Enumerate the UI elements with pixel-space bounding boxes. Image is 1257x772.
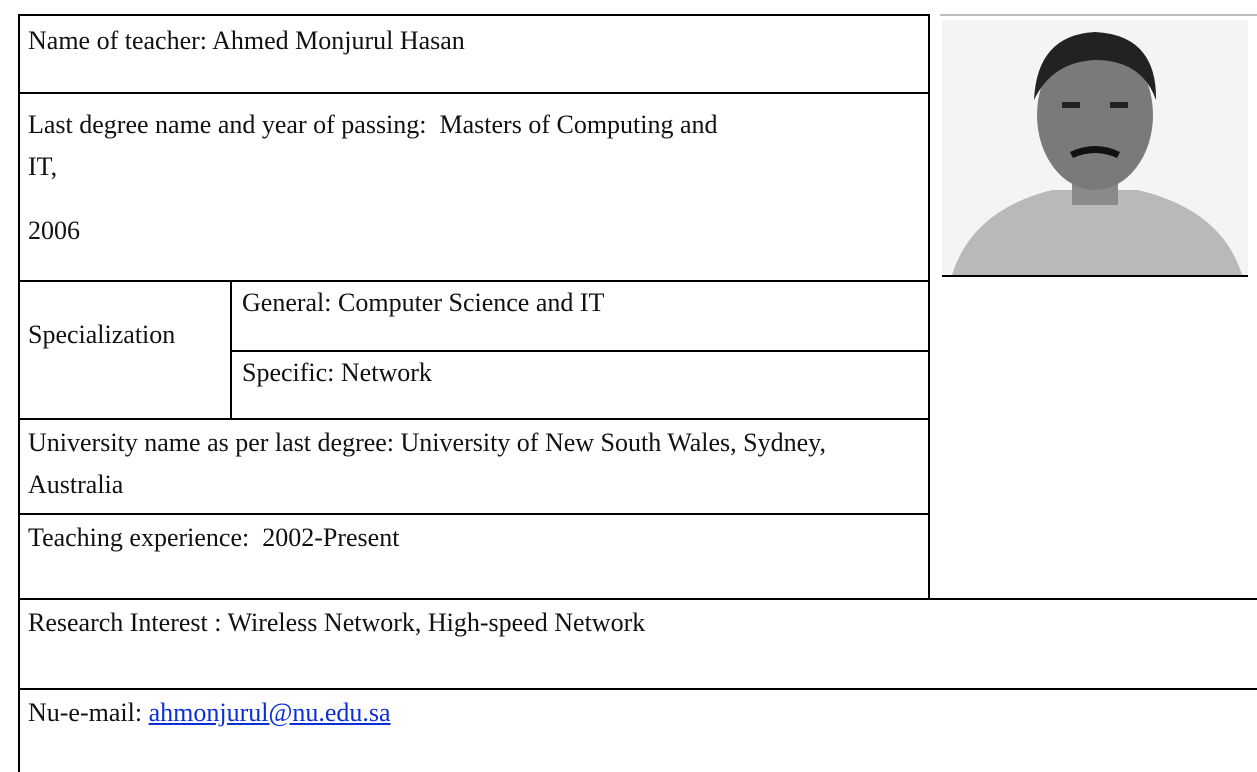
border	[18, 280, 929, 282]
border	[940, 14, 1257, 16]
university: University name as per last degree: Univ…	[28, 428, 832, 499]
specialization-specific: Specific: Network	[242, 358, 432, 387]
border	[942, 275, 1248, 277]
border	[18, 513, 929, 515]
border	[928, 14, 930, 598]
email-row: Nu-e-mail: ahmonjurul@nu.edu.sa	[28, 692, 1228, 734]
border	[230, 280, 232, 418]
border	[18, 688, 1257, 690]
photo-shirt	[952, 190, 1242, 275]
degree-year: 2006	[28, 216, 80, 245]
border	[230, 350, 929, 352]
photo-hair	[1034, 32, 1157, 100]
degree: Last degree name and year of passing: Ma…	[28, 110, 725, 181]
border	[18, 598, 1257, 600]
specialization-label: Specialization	[28, 320, 176, 349]
border	[18, 14, 20, 772]
photo-face	[1037, 40, 1153, 190]
email-link[interactable]: ahmonjurul@nu.edu.sa	[148, 698, 391, 727]
research-interest: Research Interest : Wireless Network, Hi…	[28, 608, 646, 637]
photo-mustache	[1070, 146, 1120, 158]
specialization-general: General: Computer Science and IT	[242, 288, 605, 317]
photo-eye	[1110, 102, 1128, 108]
teacher-name: Name of teacher: Ahmed Monjurul Hasan	[28, 26, 465, 55]
email-label: Nu-e-mail:	[28, 698, 143, 727]
border	[18, 14, 929, 16]
teaching-experience: Teaching experience: 2002-Present	[28, 523, 400, 552]
teacher-photo	[942, 20, 1248, 275]
border	[18, 418, 929, 420]
photo-eye	[1062, 102, 1080, 108]
border	[18, 92, 929, 94]
